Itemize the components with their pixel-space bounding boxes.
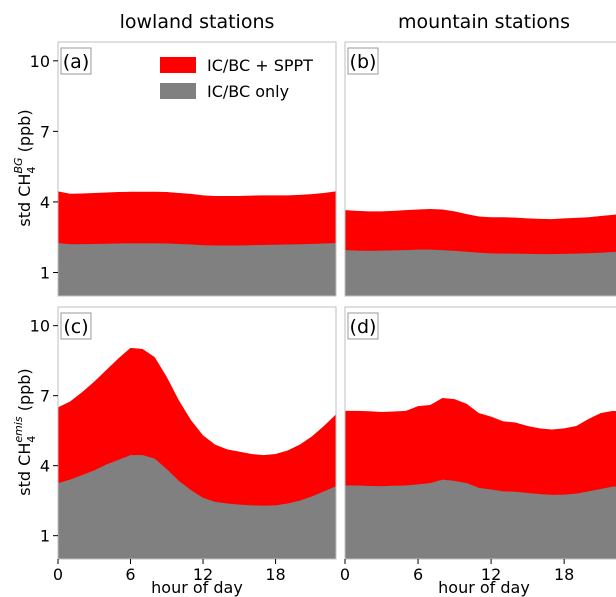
- legend-label-icbc: IC/BC only: [207, 82, 289, 101]
- ytick-label: 1: [40, 263, 50, 282]
- panel-a: 1 4 7 10 (a): [30, 41, 337, 297]
- legend-label-sppt: IC/BC + SPPT: [207, 56, 313, 75]
- ytick-label: 10: [30, 317, 50, 336]
- xtick-label: 6: [413, 565, 423, 584]
- panel-label: (a): [63, 51, 89, 73]
- panel-frame: [57, 306, 337, 560]
- panel-label-box: [347, 47, 379, 75]
- panels: 1 4 7 10 (a) (b) 1 4 7 10 0 6 12 18 (c) 0 6 12 18 (d): [30, 41, 616, 584]
- area-icbc-only-c: [58, 455, 336, 559]
- panel-label-box: [60, 47, 92, 75]
- legend: IC/BC + SPPT IC/BC only: [160, 56, 313, 101]
- ylabel-top-post: (ppb): [15, 109, 34, 157]
- ytick-label: 10: [30, 52, 50, 71]
- col-title-lowland: lowland stations: [120, 11, 275, 33]
- panel-b: (b): [344, 41, 616, 297]
- ytick-label: 7: [40, 122, 50, 141]
- area-icbc-only-b: [345, 249, 616, 296]
- ylabel-bottom-pre: std CH: [15, 443, 34, 496]
- panel-c: 1 4 7 10 0 6 12 18 (c): [30, 306, 337, 584]
- xtick-label: 6: [125, 565, 135, 584]
- panel-frame: [344, 41, 616, 297]
- ylabel-top-sub: 4: [25, 167, 38, 174]
- xtick-label: 0: [53, 565, 63, 584]
- xtick-label: 18: [554, 565, 574, 584]
- ytick-label: 4: [40, 193, 50, 212]
- panel-frame: [344, 306, 616, 560]
- xtick-label: 0: [340, 565, 350, 584]
- panel-label-box: [347, 312, 379, 340]
- xtick-label: 18: [265, 565, 285, 584]
- xlabel-left: hour of day: [151, 578, 243, 597]
- panel-label-box: [60, 312, 92, 340]
- panel-label: (c): [63, 316, 88, 338]
- panel-frame: [57, 41, 337, 297]
- ylabel-bottom-sup: emis: [12, 416, 25, 443]
- xtick-label: 12: [481, 565, 501, 584]
- ylabel-bottom-post: (ppb): [15, 368, 34, 416]
- legend-swatch-icbc: [160, 83, 196, 99]
- ytick-label: 1: [40, 527, 50, 546]
- panel-label: (d): [350, 316, 377, 338]
- ylabel-bottom: std CH4emis (ppb): [12, 368, 38, 495]
- col-title-mountain: mountain stations: [398, 11, 570, 33]
- legend-swatch-sppt: [160, 57, 196, 73]
- area-icbc-only-d: [345, 479, 616, 559]
- ylabel-top-pre: std CH: [15, 174, 34, 227]
- xlabel-right: hour of day: [438, 578, 530, 597]
- ylabel-bottom-sub: 4: [25, 436, 38, 443]
- ylabel-top: std CH4BG (ppb): [12, 109, 38, 226]
- area-icbc-only-a: [58, 243, 336, 296]
- panel-d: 0 6 12 18 (d): [340, 306, 616, 584]
- ytick-label: 7: [40, 387, 50, 406]
- panel-label: (b): [350, 51, 377, 73]
- ylabel-top-sup: BG: [12, 157, 25, 173]
- ytick-label: 4: [40, 457, 50, 476]
- xtick-label: 12: [193, 565, 213, 584]
